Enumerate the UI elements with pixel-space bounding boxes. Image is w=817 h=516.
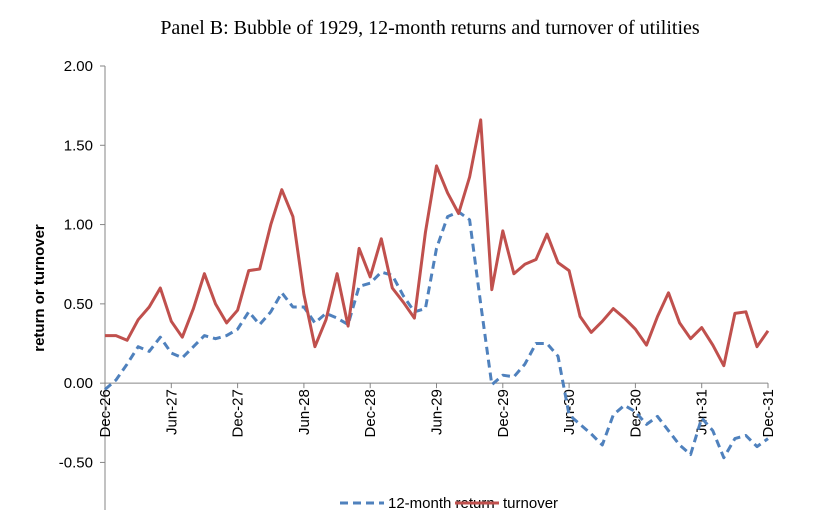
x-tick-label: Dec-26 <box>97 389 114 437</box>
x-tick-label: Dec-31 <box>760 389 777 437</box>
x-tick-label: Jun-28 <box>296 389 313 435</box>
legend-label: 12-month return <box>388 495 495 512</box>
x-tick-label: Dec-27 <box>230 389 247 437</box>
y-tick-label: -0.50 <box>59 454 93 471</box>
x-tick-label: Dec-30 <box>627 389 644 437</box>
x-tick-label: Dec-28 <box>362 389 379 437</box>
line-series <box>105 118 770 368</box>
x-tick-label: Jun-31 <box>694 389 711 435</box>
y-tick-label: 0.00 <box>64 375 93 392</box>
line-series <box>104 210 769 460</box>
y-axis-label: return or turnover <box>31 224 48 352</box>
chart-title: Panel B: Bubble of 1929, 12-month return… <box>160 17 700 39</box>
x-tick-label: Dec-29 <box>495 389 512 437</box>
x-tick-label: Jun-27 <box>163 389 180 435</box>
x-tick-label: Jun-29 <box>429 389 446 435</box>
y-tick-label: 2.00 <box>64 58 93 75</box>
y-tick-label: 0.50 <box>64 296 93 313</box>
y-tick-label: 1.00 <box>64 217 93 234</box>
legend-label: turnover <box>503 495 558 512</box>
y-tick-label: 1.50 <box>64 137 93 154</box>
